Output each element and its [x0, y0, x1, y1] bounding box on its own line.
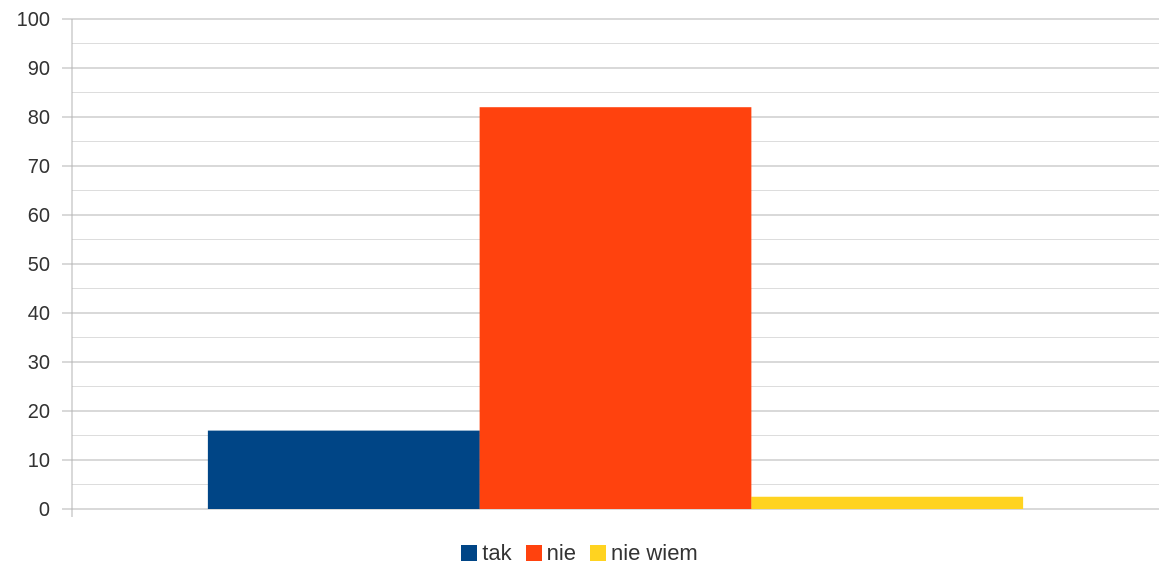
legend-swatch: [589, 545, 606, 561]
y-tick-label: 60: [28, 205, 50, 227]
legend: tak nie nie wiem: [0, 540, 1159, 566]
legend-swatch: [525, 545, 542, 561]
y-axis-tick-labels: 0 10 20 30 40 50 60 70 80 90 100: [17, 9, 50, 521]
legend-label: nie wiem: [610, 540, 698, 565]
bar-nie: [479, 107, 752, 509]
y-tick-label: 10: [28, 450, 50, 472]
bar-nie-wiem: [751, 496, 1024, 509]
bars: [207, 107, 1024, 509]
legend-label: nie: [546, 540, 576, 565]
y-tick-label: 30: [28, 352, 50, 374]
y-tick-label: 40: [28, 303, 50, 325]
y-tick-label: 70: [28, 156, 50, 178]
y-tick-label: 20: [28, 401, 50, 423]
legend-label: tak: [482, 540, 512, 565]
legend-item: nie: [525, 540, 576, 566]
legend-item: tak: [461, 540, 512, 566]
y-tick-label: 100: [17, 9, 50, 31]
y-tick-label: 90: [28, 58, 50, 80]
bar-chart: 0 10 20 30 40 50 60 70 80 90 100: [17, 9, 1159, 521]
legend-swatch: [461, 545, 478, 561]
bar-tak: [207, 430, 480, 509]
legend-item: nie wiem: [589, 540, 698, 566]
y-tick-label: 0: [39, 499, 50, 521]
y-tick-label: 80: [28, 107, 50, 129]
y-tick-label: 50: [28, 254, 50, 276]
